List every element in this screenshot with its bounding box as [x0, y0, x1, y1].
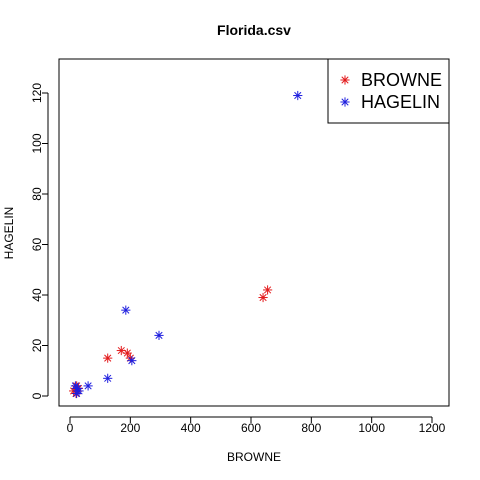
chart-title: Florida.csv — [217, 22, 291, 38]
data-point — [293, 90, 303, 101]
legend-label: HAGELIN — [361, 92, 440, 112]
data-point — [122, 348, 132, 358]
data-point — [72, 383, 83, 394]
legend-label: BROWNE — [361, 70, 442, 90]
data-point — [103, 373, 113, 383]
data-point — [262, 285, 273, 295]
y-tick-label: 40 — [30, 288, 44, 302]
plot-frame — [58, 58, 450, 407]
x-tick-label: 800 — [301, 421, 321, 435]
data-point — [154, 330, 164, 340]
y-tick-label: 100 — [30, 133, 44, 153]
x-tick-label: 200 — [120, 421, 140, 435]
y-axis-label: HAGELIN — [2, 207, 16, 260]
data-point — [121, 305, 131, 315]
data-point — [103, 353, 113, 363]
data-point — [74, 386, 84, 396]
y-tick-label: 20 — [30, 339, 44, 353]
legend-marker — [340, 75, 350, 85]
data-point — [83, 381, 93, 391]
x-tick-label: 400 — [181, 421, 201, 435]
plot-layer: 0 200 400 600 800 1000 1200 0 20 40 60 80 100 120 BROW… — [30, 58, 450, 435]
y-tick-label: 80 — [30, 187, 44, 201]
y-tick-label: 120 — [30, 83, 44, 103]
y-tick-label: 60 — [30, 238, 44, 252]
x-tick-label: 1000 — [358, 421, 385, 435]
x-tick-label: 0 — [67, 421, 74, 435]
x-tick-label: 1200 — [419, 421, 446, 435]
data-point — [258, 292, 268, 303]
data-point — [125, 353, 135, 363]
series-browne — [69, 285, 273, 399]
x-tick-label: 600 — [241, 421, 261, 435]
y-tick-label: 0 — [30, 392, 44, 399]
x-axis-label: BROWNE — [227, 450, 281, 464]
data-point — [127, 356, 137, 366]
series-hagelin — [70, 90, 303, 399]
legend-box — [327, 58, 450, 124]
legend-marker — [340, 97, 350, 107]
